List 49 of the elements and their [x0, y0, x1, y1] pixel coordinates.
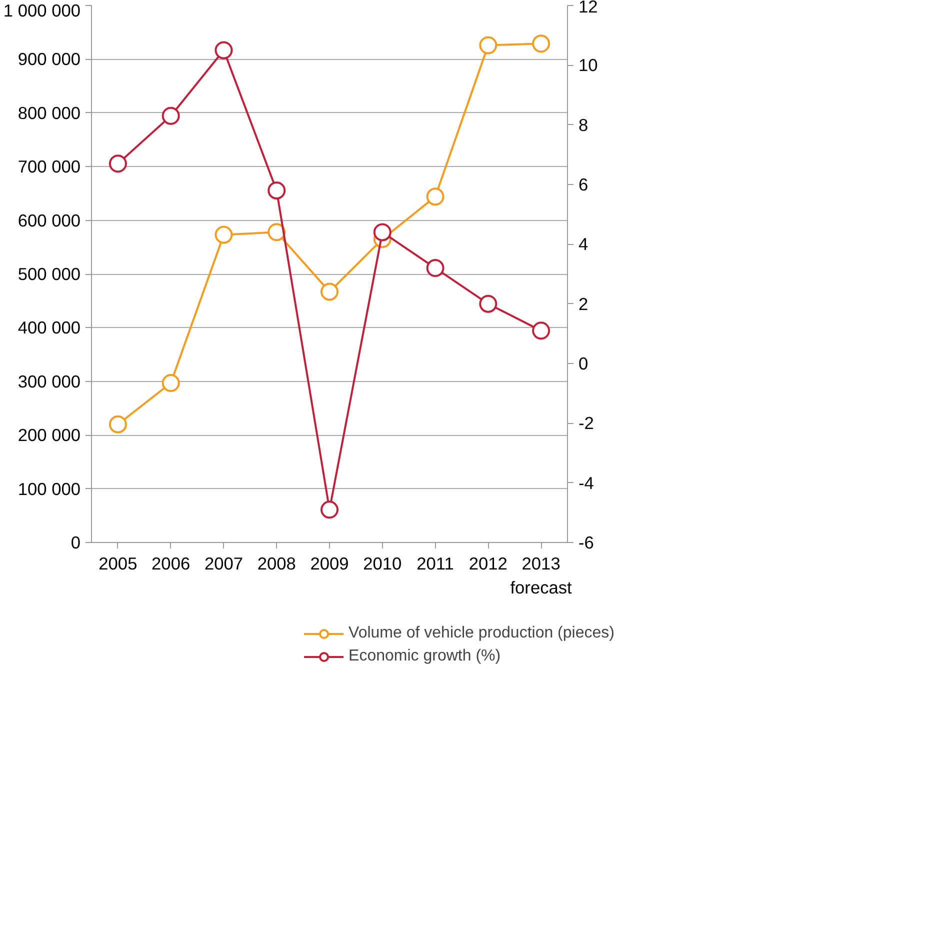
y2-tick-label: 12: [578, 0, 598, 16]
point: [426, 259, 444, 278]
x-tick-label: 2006: [152, 554, 190, 574]
point: [426, 188, 444, 206]
point: [373, 223, 392, 242]
point: [108, 154, 127, 173]
point: [214, 226, 233, 244]
point: [479, 36, 498, 54]
point: [532, 322, 550, 340]
x-tick-label: 2008: [257, 554, 296, 574]
y2-tick-label: 6: [578, 174, 588, 194]
x-tick-label: 2011: [416, 554, 454, 574]
x-tick-label: 2009: [310, 554, 349, 574]
y2-tick-label: -6: [578, 532, 594, 552]
y2-tick-label: 10: [578, 55, 598, 76]
x-tick-label: 2010: [363, 554, 402, 574]
point: [479, 294, 498, 313]
y-tick-label: 200 000: [18, 425, 81, 446]
x-tick-label: 2013 forecast: [510, 554, 572, 598]
y-tick-label: 600 000: [18, 210, 81, 230]
point: [320, 500, 338, 519]
y2-tick-label: -2: [578, 413, 594, 434]
y-tick-label: 800 000: [18, 102, 81, 123]
y-tick-label: 100 000: [18, 478, 81, 499]
x-tick-label: 2005: [98, 554, 138, 574]
point: [320, 282, 338, 301]
y2-tick-label: -4: [578, 472, 594, 493]
point: [214, 41, 233, 60]
y-tick-label: 500 000: [18, 264, 81, 284]
y-tick-label: 900 000: [18, 49, 81, 70]
y-tick-label: 0: [70, 532, 81, 552]
y2-tick-label: 4: [578, 234, 588, 254]
x-tick-label: 2012: [468, 554, 508, 574]
point: [268, 223, 286, 242]
y-tick-label: 400 000: [18, 318, 81, 338]
y-tick-label: 700 000: [18, 156, 81, 177]
point: [532, 34, 550, 53]
y2-tick-label: 2: [578, 294, 588, 314]
point: [268, 181, 286, 200]
point: [162, 374, 180, 392]
legend-label: Economic growth (%): [348, 648, 501, 666]
x-tick-label: 2007: [204, 554, 244, 574]
y2-tick-label: 8: [578, 114, 588, 135]
y-tick-label: 1 000 000: [3, 0, 81, 20]
point: [108, 415, 127, 434]
point: [162, 106, 180, 125]
y2-tick-label: 0: [578, 354, 588, 374]
y-tick-label: 300 000: [18, 371, 81, 392]
legend-label: Volume of vehicle production (pieces): [348, 624, 614, 642]
